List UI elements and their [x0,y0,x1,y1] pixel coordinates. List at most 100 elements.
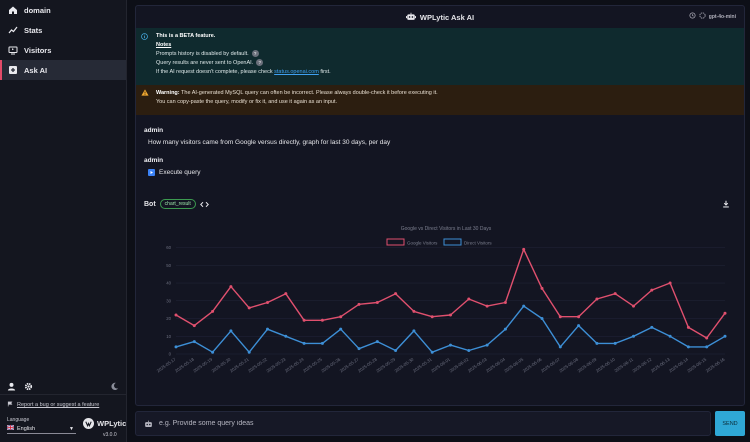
data-point-direct[interactable] [449,343,452,347]
data-point-google[interactable] [723,311,727,315]
data-point-direct[interactable] [595,341,599,345]
data-point-google[interactable] [503,301,507,305]
data-point-direct[interactable] [613,341,617,345]
data-point-google[interactable] [339,315,343,319]
data-point-google[interactable] [266,301,269,305]
data-point-google[interactable] [595,297,599,301]
data-point-direct[interactable] [357,347,361,351]
data-point-google[interactable] [412,309,416,313]
x-tick-label: 2025-05-27 [339,356,360,373]
help-icon[interactable]: ? [256,59,264,67]
data-point-direct[interactable] [650,325,654,329]
moon-icon[interactable] [110,378,119,396]
data-point-direct[interactable] [723,334,727,338]
report-bug-link[interactable]: Report a bug or suggest a feature [7,401,99,409]
data-point-google[interactable] [668,281,672,285]
data-point-direct[interactable] [339,327,343,331]
y-tick-label: 10 [166,334,171,339]
uk-flag-icon [6,424,15,432]
data-point-google[interactable] [247,306,251,310]
data-point-direct[interactable] [266,327,269,331]
code-icon[interactable] [199,195,209,213]
data-point-direct[interactable] [430,350,434,354]
sidebar-item-visitors[interactable]: Visitors [0,40,126,60]
data-point-direct[interactable] [375,340,379,344]
data-point-google[interactable] [467,297,471,301]
download-icon[interactable] [722,195,730,213]
data-point-direct[interactable] [558,345,562,349]
data-point-direct[interactable] [394,348,398,352]
chart-result-badge: chart_result [159,199,196,209]
data-point-direct[interactable] [412,329,416,333]
x-tick-label: 2025-06-06 [522,356,543,373]
data-point-google[interactable] [632,304,635,308]
data-point-google[interactable] [357,302,361,306]
data-point-google[interactable] [522,247,526,251]
x-tick-label: 2025-06-02 [448,356,469,373]
version-label: v3.0.0 [103,432,117,438]
user-question: How many visitors came from Google versu… [148,139,391,146]
user-icon[interactable] [7,378,16,396]
data-point-direct[interactable] [632,334,635,338]
data-point-google[interactable] [613,292,617,296]
data-point-direct[interactable] [503,327,507,331]
sidebar-item-domain[interactable]: domain [0,0,126,20]
data-point-google[interactable] [558,315,562,319]
history-icon[interactable] [689,12,696,21]
data-point-direct[interactable] [577,324,581,328]
data-point-google[interactable] [302,318,306,322]
language-select[interactable]: English ▼ [6,424,76,434]
legend-swatch-google[interactable] [386,238,405,246]
data-point-direct[interactable] [668,334,672,338]
data-point-direct[interactable] [705,345,709,349]
data-point-direct[interactable] [174,345,178,349]
data-point-direct[interactable] [247,350,251,354]
data-point-direct[interactable] [467,348,471,352]
data-point-google[interactable] [540,286,544,290]
data-point-google[interactable] [449,313,452,317]
data-point-google[interactable] [192,324,196,328]
warning-label: Warning: [156,90,180,96]
y-tick-label: 60 [166,245,171,250]
sidebar-item-ask-ai[interactable]: Ask AI [0,60,126,80]
data-point-google[interactable] [650,288,654,292]
plus-square-icon [8,65,18,75]
data-point-direct[interactable] [302,341,306,345]
x-tick-label: 2025-05-26 [320,356,341,373]
data-point-google[interactable] [174,313,178,317]
data-point-google[interactable] [284,292,288,296]
data-point-google[interactable] [394,292,398,296]
send-button[interactable]: SEND [715,411,745,436]
sidebar-item-stats[interactable]: Stats [0,20,126,40]
data-point-google[interactable] [705,336,709,340]
x-tick-label: 2025-05-17 [156,356,177,373]
query-input-bar [135,411,711,436]
data-point-direct[interactable] [686,345,690,349]
x-tick-label: 2025-06-07 [540,356,561,373]
message-author: admin [144,127,164,134]
x-tick-label: 2025-05-23 [265,356,286,373]
data-point-direct[interactable] [485,343,489,347]
gear-icon[interactable] [24,378,33,396]
data-point-google[interactable] [211,309,215,313]
data-point-direct[interactable] [540,317,544,321]
data-point-direct[interactable] [522,304,526,308]
execute-query-button[interactable]: Execute query [148,169,201,176]
data-point-direct[interactable] [211,350,215,354]
data-point-google[interactable] [577,315,581,319]
help-icon[interactable]: ? [251,50,259,58]
data-point-google[interactable] [485,304,489,308]
data-point-google[interactable] [686,325,690,329]
data-point-google[interactable] [320,318,324,322]
data-point-direct[interactable] [284,334,288,338]
status-openai-link[interactable]: status.openai.com [274,69,319,75]
query-input[interactable] [159,420,689,427]
legend-swatch-direct[interactable] [443,238,462,246]
data-point-google[interactable] [430,315,434,319]
data-point-google[interactable] [229,285,233,289]
data-point-direct[interactable] [320,341,324,345]
data-point-google[interactable] [375,301,379,305]
data-point-direct[interactable] [192,340,196,344]
data-point-direct[interactable] [229,329,233,333]
robot-icon [405,12,416,23]
